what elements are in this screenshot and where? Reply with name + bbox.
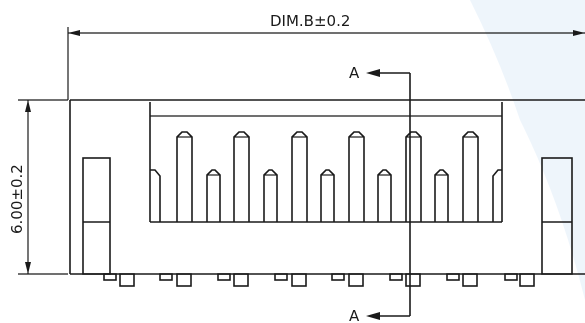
terminal-pins [150, 131, 502, 222]
solder-tab [405, 273, 421, 287]
short-pin [320, 169, 335, 222]
standoff-tab [274, 273, 288, 281]
solder-tab [119, 273, 135, 287]
watermark-shape [470, 0, 585, 300]
solder-tab [348, 273, 364, 287]
short-pin [492, 169, 502, 222]
standoff-tab [103, 273, 117, 281]
standoff-tab [159, 273, 173, 281]
section-line: A A [349, 64, 411, 323]
tall-pin [348, 131, 365, 222]
standoff-tab [389, 273, 403, 281]
width-dimension-label: DIM.B±0.2 [270, 12, 350, 30]
short-pin [377, 169, 392, 222]
bottom-tabs [103, 273, 535, 287]
standoff-tab [504, 273, 518, 281]
tall-pin [233, 131, 250, 222]
tall-pin [462, 131, 479, 222]
short-pin [150, 169, 161, 222]
standoff-tab [331, 273, 345, 281]
solder-tab [176, 273, 192, 287]
solder-tab [462, 273, 478, 287]
solder-tab [291, 273, 307, 287]
height-dimension-label: 6.00±0.2 [8, 164, 26, 234]
solder-tab [519, 273, 535, 287]
right-post [541, 157, 573, 275]
section-label-top: A [349, 64, 360, 82]
standoff-tab [217, 273, 231, 281]
tall-pin [291, 131, 308, 222]
tall-pin [405, 131, 422, 222]
inner-cavity [149, 102, 503, 223]
section-label-bottom: A [349, 307, 360, 323]
width-dimension: DIM.B±0.2 [67, 12, 585, 100]
solder-tab [233, 273, 249, 287]
tall-pin [176, 131, 193, 222]
short-pin [434, 169, 449, 222]
connector-housing [69, 99, 585, 287]
short-pin [206, 169, 221, 222]
short-pin [263, 169, 278, 222]
standoff-tab [446, 273, 460, 281]
height-dimension: 6.00±0.2 [8, 99, 68, 275]
left-post [82, 157, 111, 275]
